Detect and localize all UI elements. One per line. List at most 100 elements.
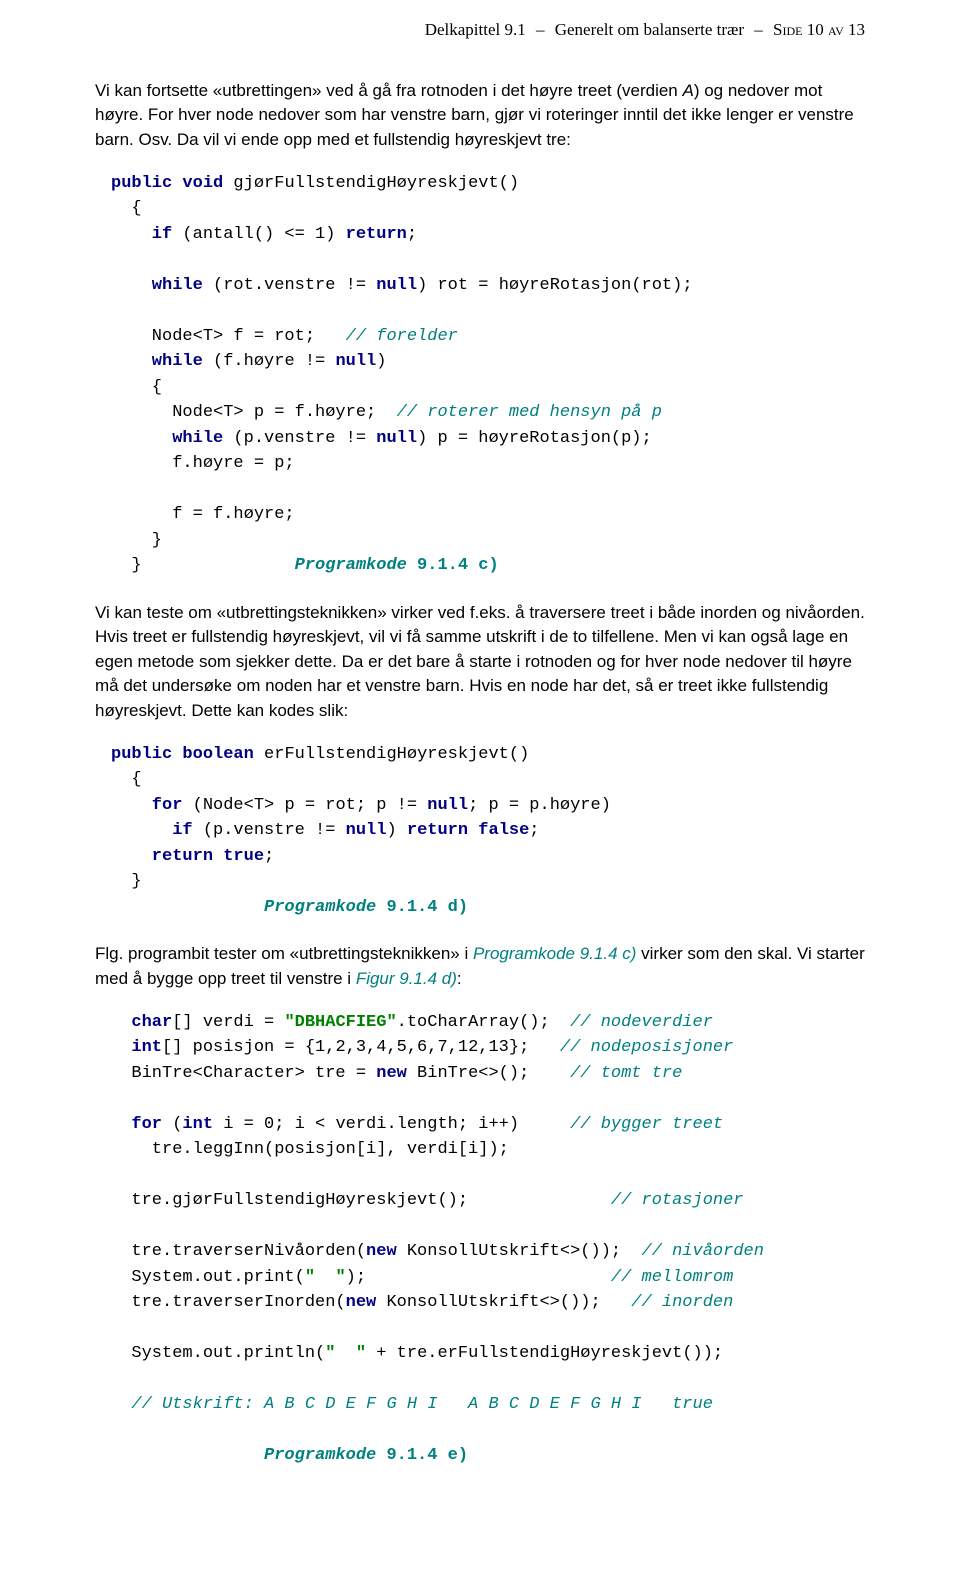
c1-l04d: ) rot = høyreRotasjon(rot); xyxy=(417,276,692,295)
c3-str3: " " xyxy=(325,1344,366,1363)
c2-kw-public: public xyxy=(111,745,172,764)
c1-l09d: ) p = høyreRotasjon(p); xyxy=(417,429,652,448)
c1-kw-null1: null xyxy=(376,276,417,295)
c2-ref: Programkode 9.1.4 d) xyxy=(264,898,468,917)
page-header: Delkapittel 9.1 – Generelt om balanserte… xyxy=(95,18,865,51)
c2-sig: erFullstendigHøyreskjevt() xyxy=(254,745,529,764)
c3-l01b: [] verdi = xyxy=(172,1013,284,1032)
header-page: Side 10 av 13 xyxy=(773,20,865,39)
c3-ref: Programkode 9.1.4 e) xyxy=(264,1446,468,1465)
c3-ref-num: 9.1.4 e) xyxy=(376,1446,468,1465)
paragraph-1: Vi kan fortsette «utbrettingen» ved å gå… xyxy=(95,79,865,153)
c2-l07a xyxy=(111,898,264,917)
c3-l01d: .toCharArray(); xyxy=(397,1013,570,1032)
c3-l12a xyxy=(111,1446,264,1465)
c3-cmt6: // nivåorden xyxy=(642,1242,764,1261)
p1-text-1: Vi kan fortsette «utbrettingen» ved å gå… xyxy=(95,81,682,100)
header-sep-2: – xyxy=(754,20,763,39)
c1-kw-while1: while xyxy=(111,276,203,295)
c2-l06: } xyxy=(111,872,142,891)
code-block-3: char[] verdi = "DBHACFIEG".toCharArray()… xyxy=(111,1010,865,1469)
c3-cmt7: // mellomrom xyxy=(611,1268,733,1287)
p3-ref2[interactable]: Figur 9.1.4 d) xyxy=(356,969,457,988)
c3-l07a: tre.traverserNivåorden( xyxy=(111,1242,366,1261)
c3-kw-char: char xyxy=(111,1013,172,1032)
code-block-2: public boolean erFullstendigHøyreskjevt(… xyxy=(111,742,865,921)
c3-kw-int2: int xyxy=(182,1115,213,1134)
c1-l02: { xyxy=(111,199,142,218)
header-title: Generelt om balanserte trær xyxy=(555,20,744,39)
c3-l08c: ); xyxy=(346,1268,611,1287)
c2-l04b: (p.venstre != xyxy=(193,821,346,840)
c3-cmt1: // nodeverdier xyxy=(570,1013,713,1032)
p3-t1: Flg. programbit tester om «utbrettingste… xyxy=(95,944,473,963)
page: Delkapittel 9.1 – Generelt om balanserte… xyxy=(0,0,960,1573)
c1-l04b: (rot.venstre != xyxy=(203,276,376,295)
c2-l02: { xyxy=(111,770,142,789)
c2-ref-num: 9.1.4 d) xyxy=(376,898,468,917)
c1-kw-return: return xyxy=(346,225,407,244)
c3-l03a: BinTre<Character> tre = xyxy=(111,1064,376,1083)
c1-l06b: (f.høyre != xyxy=(203,352,336,371)
p3-ref1[interactable]: Programkode 9.1.4 c) xyxy=(473,944,636,963)
p1-var: A xyxy=(682,81,693,100)
c1-l07: { xyxy=(111,378,162,397)
c1-kw-while3: while xyxy=(111,429,223,448)
c2-kw-null2: null xyxy=(346,821,387,840)
c1-sig: gjørFullstendigHøyreskjevt() xyxy=(223,174,519,193)
c1-kw-null2: null xyxy=(335,352,376,371)
c3-ref-word: Programkode xyxy=(264,1446,376,1465)
c1-ref-num: 9.1.4 c) xyxy=(407,556,499,575)
c1-l09b: (p.venstre != xyxy=(223,429,376,448)
c3-cmt5: // rotasjoner xyxy=(611,1191,744,1210)
c3-l06a: tre.gjørFullstendigHøyreskjevt(); xyxy=(111,1191,611,1210)
c1-l11: f = f.høyre; xyxy=(111,505,295,524)
c2-kw-for: for xyxy=(111,796,182,815)
c2-kw-retfalse: return false xyxy=(407,821,529,840)
c1-l12: } xyxy=(111,531,162,550)
c1-kw-null3: null xyxy=(376,429,417,448)
c3-cmt3: // tomt tre xyxy=(570,1064,682,1083)
c3-l03c: BinTre<>(); xyxy=(407,1064,570,1083)
c3-l02b: [] posisjon = {1,2,3,4,5,6,7,12,13}; xyxy=(162,1038,560,1057)
code-block-1: public void gjørFullstendigHøyreskjevt()… xyxy=(111,171,865,579)
c1-l10: f.høyre = p; xyxy=(111,454,295,473)
c3-l07c: KonsollUtskrift<>()); xyxy=(397,1242,642,1261)
c2-l03b: (Node<T> p = rot; p != xyxy=(182,796,427,815)
p3-t3: : xyxy=(457,969,462,988)
c2-l03d: ; p = p.høyre) xyxy=(468,796,611,815)
header-sep-1: – xyxy=(536,20,545,39)
paragraph-2: Vi kan teste om «utbrettingsteknikken» v… xyxy=(95,601,865,724)
c1-ref-word: Programkode xyxy=(295,556,407,575)
c3-cmt2: // nodeposisjoner xyxy=(560,1038,733,1057)
c2-l05b: ; xyxy=(264,847,274,866)
c1-l06d: ) xyxy=(376,352,386,371)
c1-kw-public: public xyxy=(111,174,172,193)
c2-kw-boolean: boolean xyxy=(172,745,254,764)
c3-kw-new2: new xyxy=(366,1242,397,1261)
c1-l03b: (antall() <= 1) xyxy=(172,225,345,244)
c2-kw-rettrue: return true xyxy=(111,847,264,866)
paragraph-3: Flg. programbit tester om «utbrettingste… xyxy=(95,942,865,991)
c3-l10c: + tre.erFullstendigHøyreskjevt()); xyxy=(366,1344,723,1363)
c2-ref-word: Programkode xyxy=(264,898,376,917)
c1-cmt2: // roterer med hensyn på p xyxy=(397,403,662,422)
c3-l04b: ( xyxy=(162,1115,182,1134)
c1-kw-if: if xyxy=(111,225,172,244)
c3-kw-int1: int xyxy=(111,1038,162,1057)
c3-l05: tre.leggInn(posisjon[i], verdi[i]); xyxy=(111,1140,509,1159)
c2-kw-null1: null xyxy=(427,796,468,815)
c3-str2: " " xyxy=(305,1268,346,1287)
c1-l05a: Node<T> f = rot; xyxy=(111,327,346,346)
c2-l04d: ) xyxy=(386,821,406,840)
c3-kw-new3: new xyxy=(346,1293,377,1312)
c3-kw-new1: new xyxy=(376,1064,407,1083)
c1-ref: Programkode 9.1.4 c) xyxy=(295,556,499,575)
c2-l04f: ; xyxy=(529,821,539,840)
c3-str1: "DBHACFIEG" xyxy=(284,1013,396,1032)
c3-cmt4: // bygger treet xyxy=(570,1115,723,1134)
c1-l13a: } xyxy=(111,556,295,575)
c3-l09a: tre.traverserInorden( xyxy=(111,1293,346,1312)
c3-l08a: System.out.print( xyxy=(111,1268,305,1287)
c1-kw-while2: while xyxy=(111,352,203,371)
